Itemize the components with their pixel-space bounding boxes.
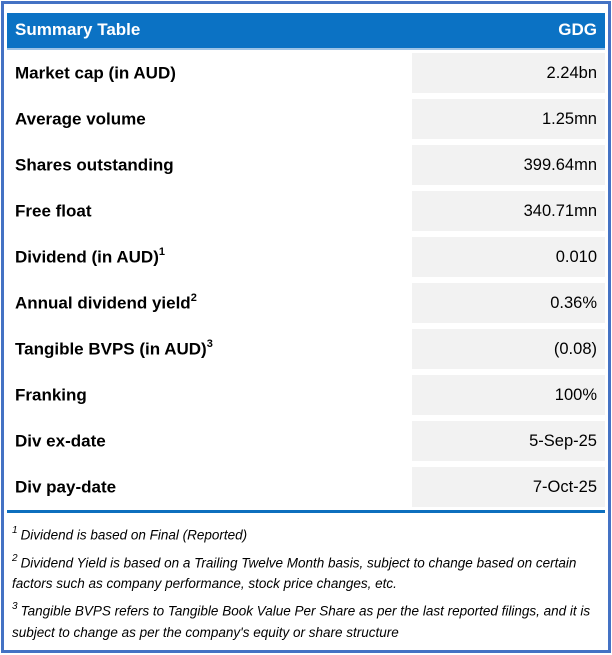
table-row: Shares outstanding 399.64mn: [7, 142, 605, 188]
row-value: 0.36%: [412, 283, 605, 323]
table-row: Dividend (in AUD)1 0.010: [7, 234, 605, 280]
row-label-sup: 2: [190, 291, 197, 304]
row-value: 0.010: [412, 237, 605, 277]
footnote-item: 3 Tangible BVPS refers to Tangible Book V…: [12, 597, 597, 643]
row-label: Annual dividend yield2: [7, 291, 412, 314]
table-row: Franking 100%: [7, 372, 605, 418]
row-value: 5-Sep-25: [412, 421, 605, 461]
row-value: 399.64mn: [412, 145, 605, 185]
row-label-text: Franking: [15, 385, 87, 405]
row-label-text: Dividend (in AUD): [15, 247, 159, 267]
table-header: Summary Table GDG: [7, 13, 605, 50]
footnote-sup: 1: [12, 525, 18, 536]
footnote-sup: 3: [12, 601, 18, 612]
row-label-text: Average volume: [15, 109, 146, 129]
row-label-sup: 3: [206, 337, 213, 350]
row-value: 7-Oct-25: [412, 467, 605, 507]
row-label-text: Market cap (in AUD): [15, 63, 176, 83]
table-row: Free float 340.71mn: [7, 188, 605, 234]
row-value: 2.24bn: [412, 53, 605, 93]
footnote-item: 2 Dividend Yield is based on a Trailing T…: [12, 549, 597, 595]
table-row: Div pay-date 7-Oct-25: [7, 464, 605, 510]
table-rows: Market cap (in AUD) 2.24bn Average volum…: [7, 50, 605, 510]
row-label-sup: 1: [158, 245, 165, 258]
footnote-item: 1 Dividend is based on Final (Reported): [12, 521, 597, 546]
row-label-text: Div pay-date: [15, 477, 117, 497]
row-value: 100%: [412, 375, 605, 415]
row-label: Shares outstanding: [7, 155, 412, 176]
row-value: 340.71mn: [412, 191, 605, 231]
row-label: Average volume: [7, 109, 412, 130]
table-row: Market cap (in AUD) 2.24bn: [7, 50, 605, 96]
table-title: Summary Table: [15, 19, 141, 39]
row-label: Div ex-date: [7, 431, 412, 452]
table-row: Average volume 1.25mn: [7, 96, 605, 142]
row-label-text: Free float: [15, 201, 92, 221]
footer-separator: [7, 510, 605, 513]
row-label: Div pay-date: [7, 477, 412, 498]
footnote-text: Dividend Yield is based on a Trailing Tw…: [12, 555, 577, 591]
row-label-text: Tangible BVPS (in AUD): [15, 339, 207, 359]
table-row: Tangible BVPS (in AUD)3 (0.08): [7, 326, 605, 372]
table-row: Div ex-date 5-Sep-25: [7, 418, 605, 464]
row-value: (0.08): [412, 329, 605, 369]
footnote-sup: 2: [12, 552, 18, 564]
footnote-text: Dividend is based on Final (Reported): [20, 527, 248, 543]
row-label-text: Shares outstanding: [15, 155, 174, 175]
row-label: Market cap (in AUD): [7, 63, 412, 84]
row-label: Dividend (in AUD)1: [7, 245, 412, 268]
footnote-text: Tangible BVPS refers to Tangible Book Va…: [12, 603, 591, 640]
row-label: Free float: [7, 201, 412, 222]
row-label-text: Div ex-date: [15, 431, 106, 451]
row-value: 1.25mn: [412, 99, 605, 139]
table-row: Annual dividend yield2 0.36%: [7, 280, 605, 326]
row-label: Franking: [7, 385, 412, 406]
ticker-symbol: GDG: [558, 19, 597, 39]
row-label: Tangible BVPS (in AUD)3: [7, 337, 412, 360]
footnotes: 1 Dividend is based on Final (Reported) 2…: [7, 513, 605, 643]
row-label-text: Annual dividend yield: [15, 293, 191, 313]
